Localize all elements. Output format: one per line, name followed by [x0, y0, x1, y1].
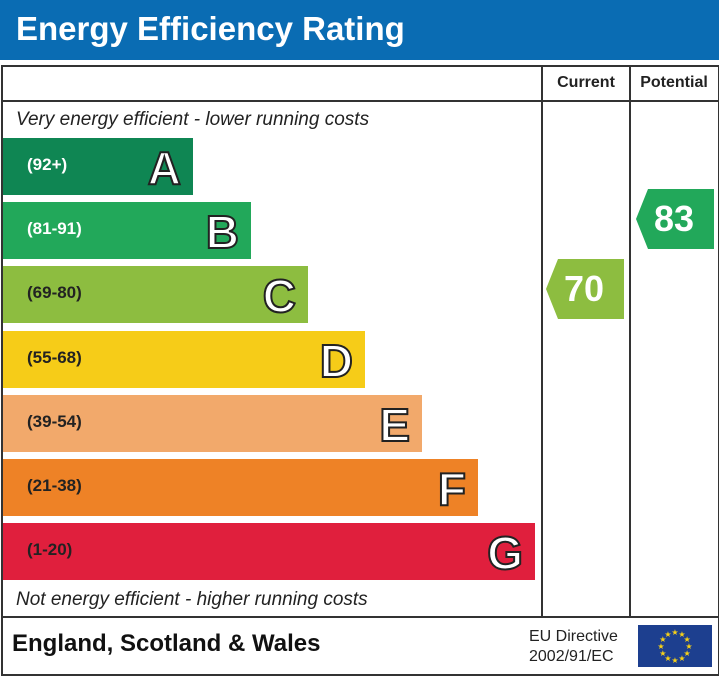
- current-column-header: Current: [557, 74, 615, 91]
- band-letter: B: [205, 205, 240, 259]
- rating-bar-f: (21-38) F: [3, 459, 478, 516]
- footer-divider: [1, 616, 718, 618]
- header-bar: [0, 0, 719, 60]
- potential-rating-arrow: 83: [636, 189, 714, 249]
- star-icon: ★: [685, 642, 692, 651]
- current-rating-value: 70: [564, 268, 605, 309]
- star-icon: ★: [684, 649, 691, 658]
- band-range: (81-91): [27, 219, 82, 238]
- bottom-note: Not energy efficient - higher running co…: [16, 589, 368, 610]
- star-icon: ★: [657, 642, 664, 651]
- band-letter: D: [319, 334, 354, 388]
- band-range: (92+): [27, 155, 68, 174]
- band-range: (69-80): [27, 283, 82, 302]
- star-icon: ★: [664, 654, 671, 663]
- rating-bar-g: (1-20) G: [3, 523, 535, 580]
- current-rating-arrow: 70: [546, 259, 624, 319]
- star-icon: ★: [684, 635, 691, 644]
- region-label: England, Scotland & Wales: [12, 630, 321, 657]
- band-letter: G: [486, 526, 524, 580]
- eu-directive: EU Directive 2002/91/EC: [529, 627, 618, 667]
- band-letter: E: [378, 398, 411, 452]
- column-divider: [541, 65, 543, 617]
- band-letter: F: [437, 462, 467, 516]
- rating-bar-a: (92+) A: [3, 138, 193, 195]
- star-icon: ★: [659, 649, 666, 658]
- page-title: Energy Efficiency Rating: [16, 10, 405, 47]
- band-range: (1-20): [27, 540, 73, 559]
- column-divider: [629, 65, 631, 617]
- potential-column-header: Potential: [640, 74, 708, 91]
- star-icon: ★: [659, 635, 666, 644]
- directive-line2: 2002/91/EC: [529, 648, 614, 665]
- band-letter: C: [262, 269, 297, 323]
- star-icon: ★: [678, 654, 685, 663]
- rating-bar-c: (69-80) C: [3, 266, 308, 323]
- star-icon: ★: [678, 630, 685, 639]
- star-icon: ★: [664, 630, 671, 639]
- band-range: (39-54): [27, 412, 82, 431]
- star-icon: ★: [671, 656, 678, 665]
- directive-line1: EU Directive: [529, 628, 618, 645]
- potential-rating-value: 83: [654, 198, 695, 239]
- band-range: (55-68): [27, 348, 82, 367]
- eu-flag-icon: ★ ★ ★ ★ ★ ★ ★ ★ ★ ★ ★ ★: [638, 625, 712, 667]
- star-icon: ★: [671, 628, 678, 637]
- header-row-divider: [1, 100, 718, 102]
- rating-bar-d: (55-68) D: [3, 331, 365, 388]
- band-range: (21-38): [27, 476, 82, 495]
- rating-bar-e: (39-54) E: [3, 395, 422, 452]
- rating-bar-b: (81-91) B: [3, 202, 251, 259]
- top-note: Very energy efficient - lower running co…: [16, 109, 370, 130]
- band-letter: A: [147, 141, 182, 195]
